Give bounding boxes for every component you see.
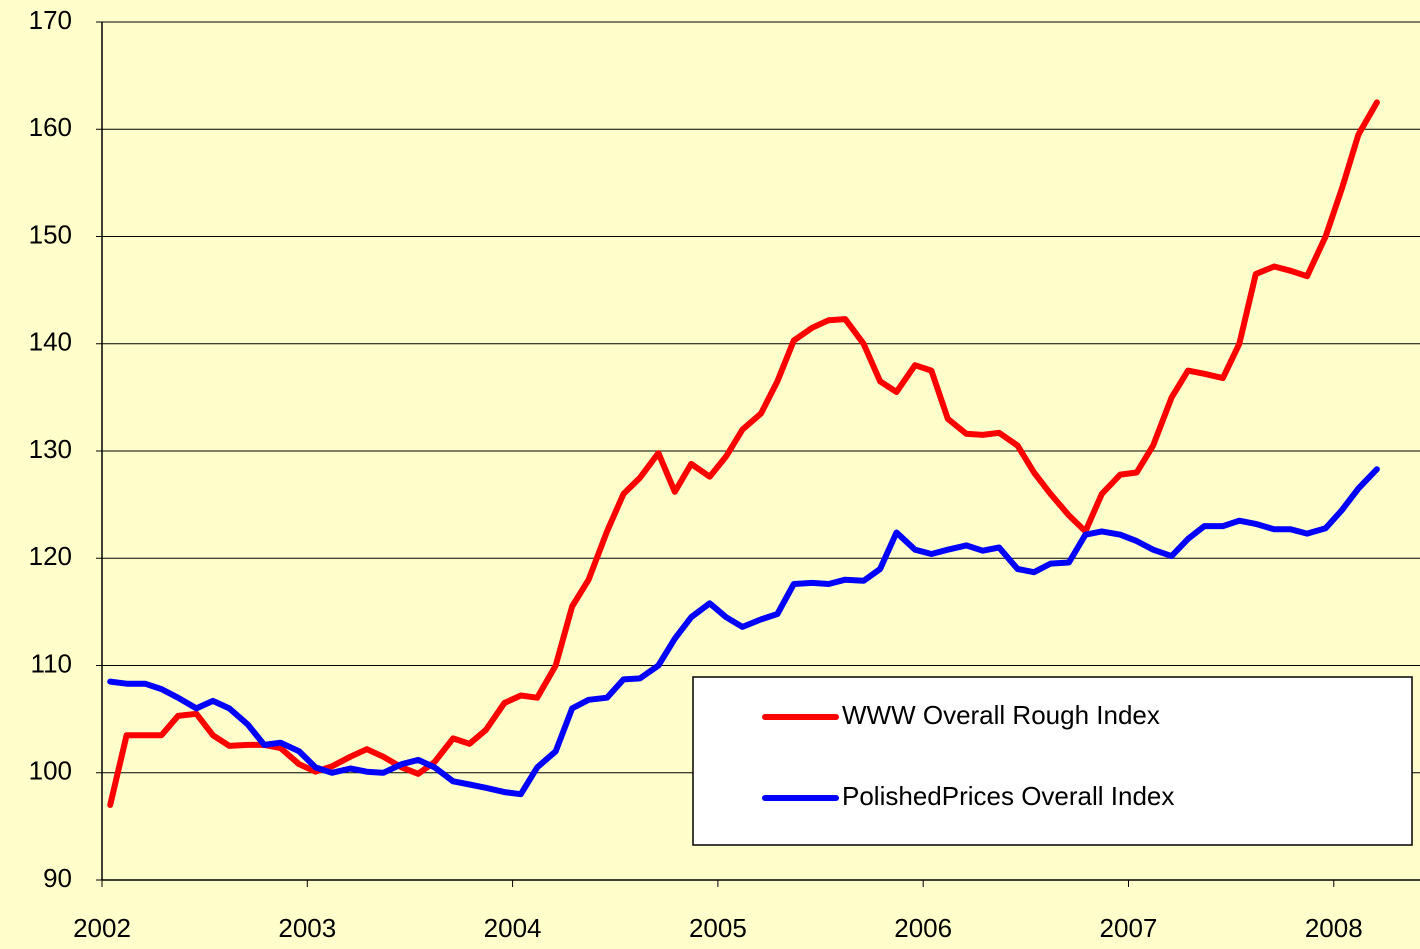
y-tick-label: 140	[29, 327, 72, 357]
x-tick-label: 2005	[689, 913, 747, 943]
y-tick-label: 100	[29, 756, 72, 786]
x-tick-label: 2002	[73, 913, 131, 943]
x-tick-label: 2008	[1305, 913, 1363, 943]
y-tick-label: 110	[31, 648, 72, 678]
x-tick-label: 2004	[484, 913, 542, 943]
legend-label: WWW Overall Rough Index	[842, 700, 1160, 730]
y-tick-label: 130	[29, 434, 72, 464]
y-tick-label: 170	[29, 5, 72, 35]
x-tick-label: 2006	[894, 913, 952, 943]
y-tick-label: 120	[29, 541, 72, 571]
x-tick-label: 2003	[278, 913, 336, 943]
x-tick-label: 2007	[1100, 913, 1158, 943]
legend-box	[692, 676, 1413, 846]
series-line	[107, 466, 1380, 798]
y-tick-label: 150	[29, 219, 72, 249]
legend-label: PolishedPrices Overall Index	[842, 781, 1174, 811]
legend: WWW Overall Rough Index PolishedPrices Ov…	[692, 676, 1413, 846]
y-tick-label: 90	[43, 863, 72, 893]
y-tick-label: 160	[29, 112, 72, 142]
